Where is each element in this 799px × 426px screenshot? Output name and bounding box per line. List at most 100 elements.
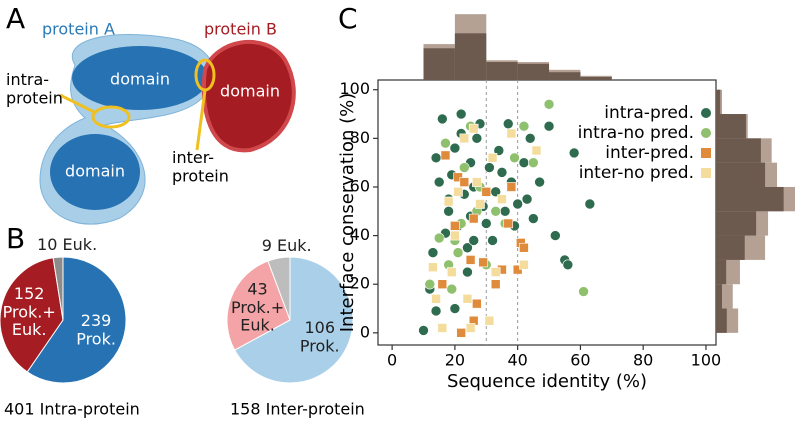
y-tick-label: 60 — [350, 176, 370, 195]
point — [468, 123, 479, 134]
point — [452, 247, 464, 258]
legend-label: intra-pred. — [604, 103, 694, 123]
point — [450, 230, 460, 241]
point — [450, 221, 460, 231]
point — [440, 150, 451, 161]
x-tick-label: 60 — [570, 351, 590, 370]
point — [446, 267, 457, 277]
point — [490, 279, 501, 290]
histogram-bar — [716, 186, 784, 212]
point — [455, 108, 467, 120]
point — [427, 247, 439, 258]
point — [490, 205, 501, 217]
point — [487, 152, 498, 163]
value: 9 — [262, 236, 272, 255]
point — [437, 113, 448, 125]
point — [497, 194, 507, 204]
diagram — [39, 33, 296, 225]
category-label: Prok. — [300, 336, 340, 355]
pie-title: 401 Intra-protein — [4, 400, 140, 419]
point — [550, 230, 561, 241]
y-tick-label: 0 — [360, 322, 370, 341]
histogram-bar — [716, 308, 727, 333]
point — [568, 147, 580, 159]
point — [431, 294, 441, 304]
point — [462, 242, 473, 254]
point — [440, 137, 451, 149]
histogram-bar — [716, 211, 757, 236]
diagram-label: inter-protein — [172, 148, 229, 185]
category-label: Prok.+ Euk. — [231, 297, 284, 334]
panel-label: B — [6, 222, 25, 255]
y-tick-label: 100 — [339, 79, 370, 98]
legend-label: inter-no pred. — [579, 163, 694, 183]
point — [521, 193, 533, 205]
point — [462, 266, 473, 278]
histogram-bar — [716, 89, 721, 115]
x-tick-label: 100 — [691, 351, 722, 370]
data-label: 43 — [247, 279, 267, 298]
point — [424, 278, 436, 290]
point — [543, 120, 555, 132]
pie-slice — [267, 256, 291, 321]
point — [437, 279, 448, 290]
point — [446, 283, 458, 295]
point — [524, 133, 536, 144]
y-tick-label: 80 — [350, 128, 370, 147]
diagram-label: protein A — [42, 20, 115, 39]
data-label: 106 — [305, 318, 336, 337]
legend-marker — [701, 168, 711, 178]
histogram-bar — [423, 48, 455, 80]
diagram-label: intra-protein — [6, 70, 63, 107]
histogram-bar — [580, 77, 612, 80]
x-tick-label: 0 — [387, 351, 397, 370]
point — [584, 198, 596, 210]
x-tick-label: 20 — [445, 351, 465, 370]
point — [449, 142, 461, 154]
histogram-bar — [549, 72, 581, 80]
category: Euk. — [63, 235, 98, 254]
category-label: Prok.+ Euk. — [3, 302, 56, 339]
point — [496, 167, 508, 178]
point — [506, 128, 517, 139]
x-axis-label: Sequence identity (%) — [447, 371, 647, 392]
histogram-bar — [716, 235, 745, 260]
legend-label: inter-pred. — [605, 143, 694, 163]
pie-slice — [226, 260, 291, 351]
point — [449, 303, 461, 314]
point — [562, 259, 574, 271]
histogram-bar — [716, 259, 727, 285]
point — [484, 162, 495, 173]
point — [428, 262, 438, 273]
point — [518, 120, 530, 132]
point — [484, 315, 495, 326]
panel-label: C — [338, 2, 358, 35]
point — [528, 157, 539, 168]
pie-slice — [26, 256, 127, 384]
point — [472, 298, 482, 309]
point — [443, 205, 454, 217]
point — [459, 177, 470, 187]
histogram-bar — [454, 33, 487, 80]
point — [506, 182, 517, 192]
value: 10 — [37, 235, 57, 254]
x-tick-label: 80 — [633, 351, 653, 370]
legend-label: intra-no pred. — [578, 123, 694, 143]
point — [453, 187, 463, 197]
legend-marker — [701, 108, 711, 118]
point — [534, 176, 545, 188]
point — [480, 218, 492, 229]
point — [443, 196, 454, 207]
point — [512, 264, 523, 275]
point — [499, 205, 511, 217]
pie-slice — [233, 256, 354, 384]
point — [459, 133, 470, 144]
point — [468, 213, 479, 224]
point — [472, 177, 482, 187]
category: Euk. — [277, 236, 312, 255]
legend-marker — [701, 148, 711, 158]
point — [503, 218, 514, 229]
point — [519, 242, 529, 253]
point — [459, 162, 470, 173]
